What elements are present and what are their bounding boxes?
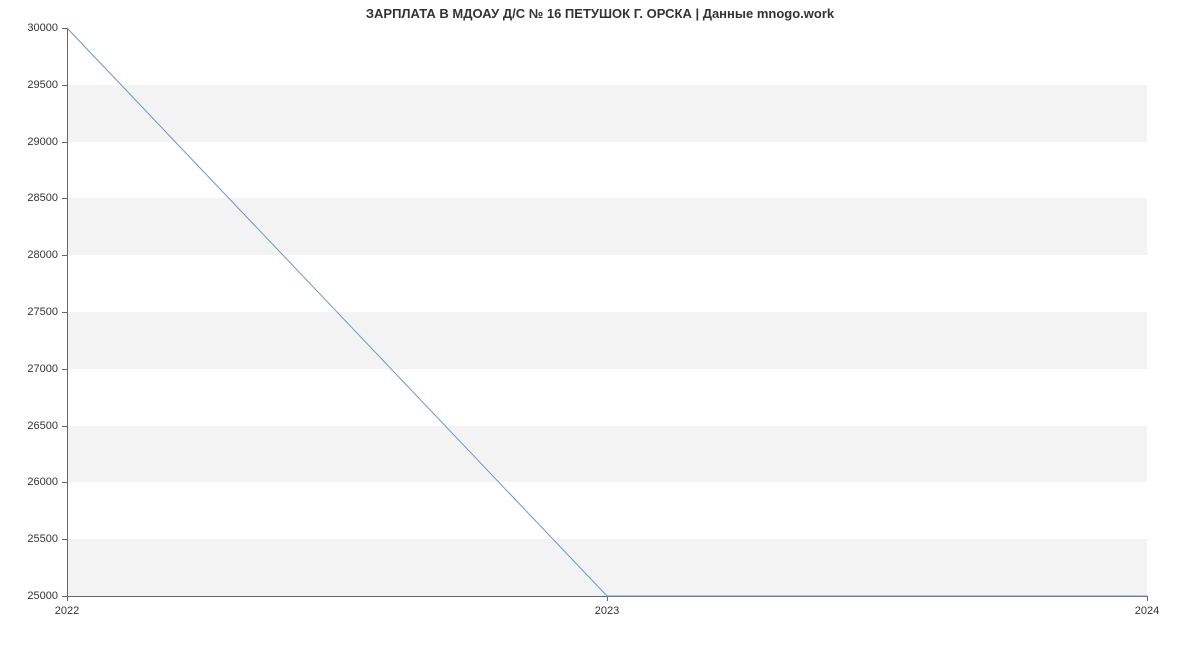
series-line-salary [67,28,1147,596]
line-series-svg [67,28,1147,596]
y-tick-label: 29500 [8,79,58,91]
y-tick-label: 26000 [8,476,58,488]
plot-area: 2500025500260002650027000275002800028500… [67,28,1147,596]
x-tick-mark [1147,596,1148,601]
chart-title: ЗАРПЛАТА В МДОАУ Д/С № 16 ПЕТУШОК Г. ОРС… [0,6,1200,21]
x-tick-label: 2022 [55,605,79,617]
y-tick-label: 30000 [8,22,58,34]
x-tick-mark [607,596,608,601]
y-tick-label: 28500 [8,192,58,204]
y-tick-label: 28000 [8,249,58,261]
y-tick-label: 25000 [8,590,58,602]
x-tick-label: 2024 [1135,605,1159,617]
x-tick-label: 2023 [595,605,619,617]
y-tick-label: 27500 [8,306,58,318]
y-tick-label: 29000 [8,136,58,148]
y-tick-label: 27000 [8,363,58,375]
salary-line-chart: ЗАРПЛАТА В МДОАУ Д/С № 16 ПЕТУШОК Г. ОРС… [0,0,1200,650]
y-tick-label: 25500 [8,533,58,545]
x-tick-mark [67,596,68,601]
y-tick-label: 26500 [8,420,58,432]
